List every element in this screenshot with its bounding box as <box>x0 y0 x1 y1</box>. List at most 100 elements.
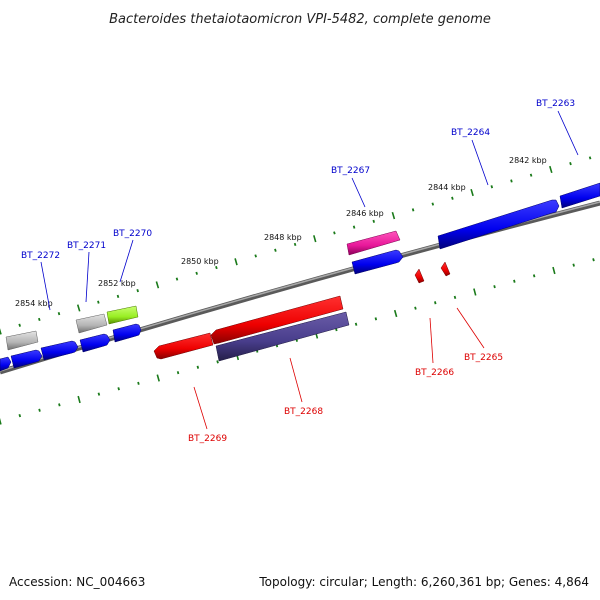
scale-label: 2848 kbp <box>264 233 302 242</box>
minor-tick <box>493 285 496 289</box>
scale-label: 2854 kbp <box>15 299 53 308</box>
minor-tick <box>136 289 139 293</box>
gene-label-bt-2265[interactable]: BT_2265 <box>464 353 503 363</box>
gene-label-bt-2266[interactable]: BT_2266 <box>415 368 454 378</box>
minor-tick <box>374 317 378 321</box>
minor-tick <box>592 258 595 262</box>
gene-arrow-bt-2265[interactable] <box>440 261 451 277</box>
minor-tick <box>451 196 454 200</box>
minor-tick <box>588 156 592 160</box>
minor-tick <box>529 173 533 177</box>
minor-tick <box>58 403 61 407</box>
gene-label-bt-2268[interactable]: BT_2268 <box>284 407 323 417</box>
major-tick <box>156 374 160 382</box>
minor-tick <box>196 365 200 369</box>
gene-label-bt-2269[interactable]: BT_2269 <box>188 434 227 444</box>
minor-tick <box>490 185 494 189</box>
gene-arrow-bt-2270-lower[interactable] <box>112 323 142 343</box>
minor-tick <box>38 317 41 322</box>
minor-tick <box>215 265 218 270</box>
leader-line-bt-2272 <box>40 261 51 311</box>
minor-tick <box>453 295 457 299</box>
minor-tick <box>18 414 22 418</box>
gene-label-bt-2270[interactable]: BT_2270 <box>113 229 152 239</box>
leader-line-bt-2265 <box>456 307 485 349</box>
minor-tick <box>176 371 180 375</box>
minor-tick <box>18 323 21 327</box>
leader-line-bt-2271 <box>85 251 90 303</box>
gene-arrow-bt-2263[interactable] <box>559 182 600 209</box>
minor-tick <box>195 271 198 275</box>
minor-tick <box>372 219 375 223</box>
minor-tick <box>293 242 297 247</box>
gene-arrow-edge-blue[interactable] <box>0 356 12 372</box>
minor-tick <box>569 162 572 166</box>
gene-arrow-bt-2270[interactable] <box>106 305 139 325</box>
scale-label: 2842 kbp <box>509 156 547 165</box>
gene-arrow-bt-2269-right[interactable] <box>210 295 344 345</box>
minor-tick <box>352 225 356 229</box>
minor-tick <box>354 322 358 326</box>
gene-arrow-bt-2269[interactable] <box>153 332 214 360</box>
gene-arrow-bt-2271[interactable] <box>75 313 108 334</box>
minor-tick <box>97 300 100 304</box>
minor-tick <box>414 306 417 310</box>
scale-label: 2844 kbp <box>428 183 466 192</box>
minor-tick <box>175 277 179 281</box>
gene-label-bt-2271[interactable]: BT_2271 <box>67 241 106 251</box>
minor-tick <box>38 408 41 412</box>
gene-label-bt-2267[interactable]: BT_2267 <box>331 166 370 176</box>
major-tick <box>470 188 474 197</box>
gene-arrow-bt-2267-lower[interactable] <box>351 249 404 275</box>
minor-tick <box>434 301 437 305</box>
genome-summary: Topology: circular; Length: 6,260,361 bp… <box>259 575 589 589</box>
leader-line-bt-2269 <box>193 386 208 430</box>
gene-arrow-bt-2267-upper[interactable] <box>346 230 401 256</box>
minor-tick <box>532 274 536 278</box>
major-tick <box>77 395 81 404</box>
gene-label-bt-2264[interactable]: BT_2264 <box>451 128 490 138</box>
minor-tick <box>431 202 435 206</box>
major-tick <box>549 165 553 174</box>
minor-tick <box>572 263 575 267</box>
gene-arrow-upstream-gray[interactable] <box>5 330 39 351</box>
minor-tick <box>117 387 120 391</box>
minor-tick <box>333 231 336 235</box>
minor-tick <box>513 279 516 283</box>
gene-label-bt-2263[interactable]: BT_2263 <box>536 99 575 109</box>
major-tick <box>473 288 477 296</box>
scale-label: 2850 kbp <box>181 257 219 266</box>
minor-tick <box>274 248 277 252</box>
scale-label: 2852 kbp <box>98 279 136 288</box>
major-tick <box>155 281 160 289</box>
gene-label-bt-2272[interactable]: BT_2272 <box>21 251 60 261</box>
accession-label: Accession: NC_004663 <box>9 575 146 589</box>
leader-line-bt-2270 <box>119 239 134 283</box>
minor-tick <box>254 254 257 258</box>
gene-arrow-bt-2272[interactable] <box>40 340 79 361</box>
gene-arrow-upstream-blue[interactable] <box>10 349 43 369</box>
leader-line-bt-2266 <box>429 317 434 364</box>
major-tick <box>234 258 238 266</box>
major-tick <box>393 309 398 318</box>
major-tick <box>76 304 81 312</box>
leader-line-bt-2263 <box>557 110 579 156</box>
map-title: Bacteroides thetaiotaomicron VPI-5482, c… <box>109 12 491 27</box>
gene-arrow-bt-2268[interactable] <box>215 311 350 362</box>
gene-arrow-bt-2266[interactable] <box>414 268 425 284</box>
major-tick <box>552 266 556 275</box>
forward-scale-ticks <box>0 156 592 335</box>
major-tick <box>391 211 396 220</box>
gene-arrow-bt-2271-lower[interactable] <box>79 333 111 353</box>
minor-tick <box>116 294 120 298</box>
scale-label: 2846 kbp <box>346 209 384 218</box>
leader-line-bt-2267 <box>351 177 366 208</box>
gene-arrow-bt-2264[interactable] <box>437 199 560 250</box>
minor-tick <box>510 179 513 183</box>
minor-tick <box>411 208 415 212</box>
major-tick <box>0 417 2 425</box>
minor-tick <box>216 360 219 364</box>
minor-tick <box>137 381 140 385</box>
leader-line-bt-2264 <box>471 139 489 186</box>
